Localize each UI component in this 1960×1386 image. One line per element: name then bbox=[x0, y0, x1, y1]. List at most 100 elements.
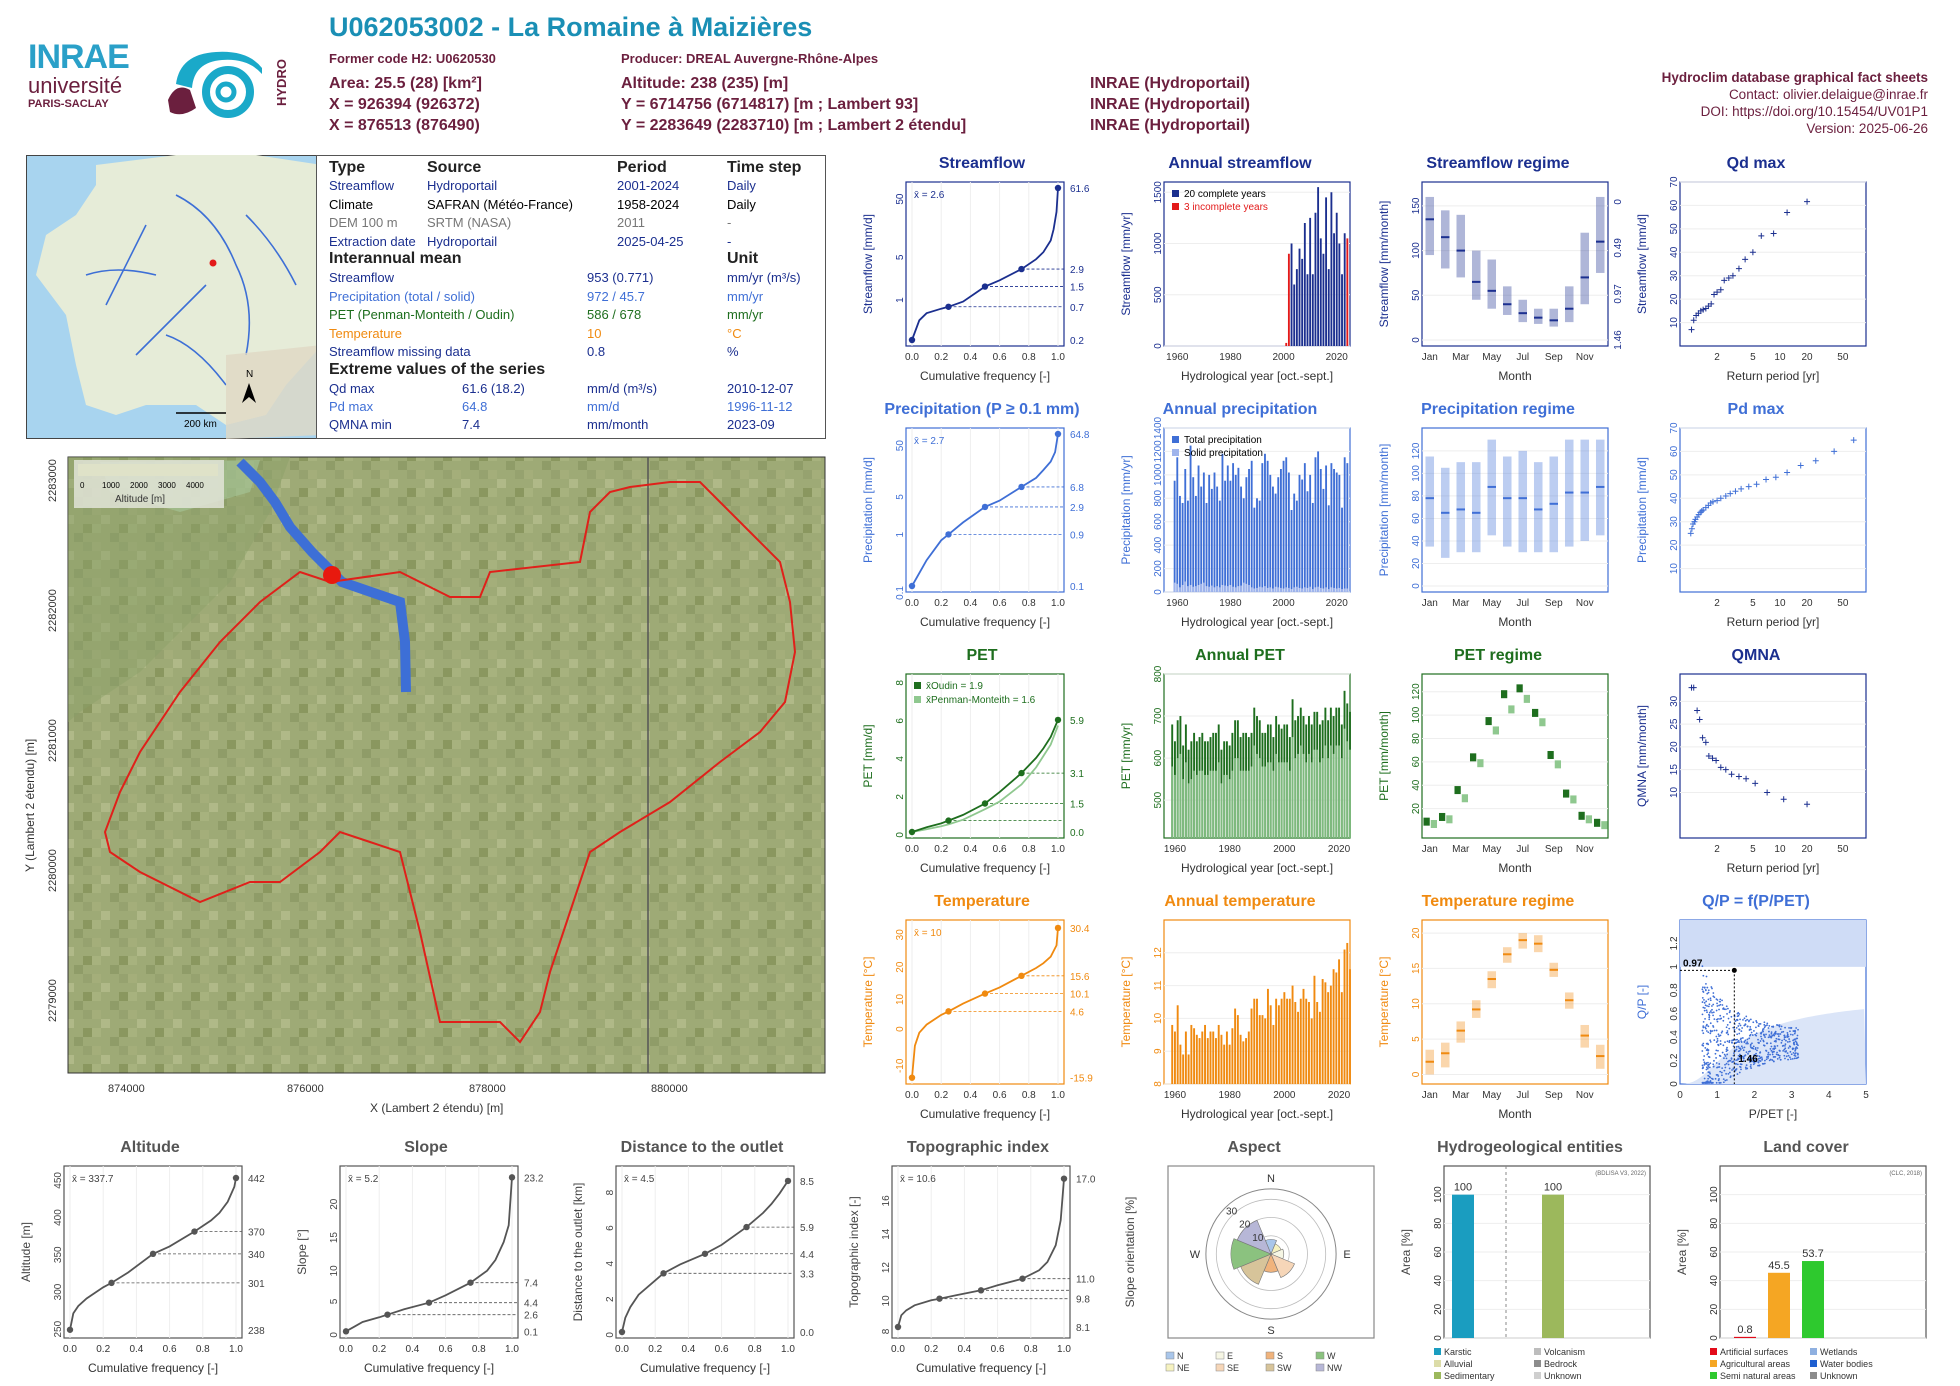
obs-point bbox=[1706, 1067, 1709, 1070]
right-value-label: 61.6 bbox=[1070, 184, 1090, 195]
obs-point bbox=[1760, 1056, 1763, 1059]
obs-point bbox=[1707, 1005, 1710, 1008]
obs-point bbox=[1711, 1030, 1714, 1032]
quantile-point bbox=[1019, 1275, 1026, 1282]
bar bbox=[1301, 258, 1304, 346]
quantile-point bbox=[743, 1223, 750, 1231]
obs-point bbox=[1748, 1019, 1751, 1022]
obs-point bbox=[1736, 1063, 1739, 1066]
obs-point bbox=[1718, 1008, 1720, 1011]
obs-point bbox=[1748, 1037, 1751, 1040]
obs-point bbox=[1738, 1022, 1741, 1025]
bar bbox=[1274, 493, 1277, 592]
chart-title: Qd max bbox=[1727, 155, 1786, 172]
right-value-label: 238 bbox=[248, 1326, 265, 1337]
legend-swatch bbox=[1172, 190, 1179, 197]
obs-point bbox=[1726, 1049, 1729, 1052]
legend-label: SW bbox=[1277, 1363, 1292, 1373]
y-tick-label: 10 bbox=[1669, 786, 1680, 798]
obs-point bbox=[1728, 1011, 1731, 1014]
obs-point bbox=[1758, 1055, 1761, 1058]
data-point bbox=[1763, 476, 1770, 483]
svg-text:2279000: 2279000 bbox=[47, 979, 59, 1022]
x-tick-label: 1.0 bbox=[1051, 844, 1065, 855]
y-tick-label: 20 bbox=[1669, 293, 1680, 305]
bar-2 bbox=[1258, 758, 1261, 838]
obs-point bbox=[1727, 1063, 1730, 1066]
x-tick-label: 1.0 bbox=[1057, 1344, 1071, 1355]
legend-label: Sedimentary bbox=[1444, 1371, 1495, 1381]
obs-point bbox=[1713, 1029, 1716, 1032]
legend-label: Solid precipitation bbox=[1184, 448, 1263, 459]
legend-label: Water bodies bbox=[1820, 1359, 1873, 1369]
obs-point bbox=[1783, 1036, 1786, 1039]
obs-point bbox=[1740, 1037, 1743, 1040]
bar-2 bbox=[1209, 770, 1212, 838]
obs-point bbox=[1727, 1072, 1730, 1075]
obs-point bbox=[1763, 1044, 1766, 1047]
y-tick-label: 80 bbox=[1411, 490, 1422, 502]
obs-point bbox=[1761, 1029, 1764, 1032]
x-tick-label: 50 bbox=[1837, 598, 1849, 609]
svg-text:2281000: 2281000 bbox=[47, 719, 59, 762]
obs-point bbox=[1724, 1063, 1726, 1066]
legend-label: Total precipitation bbox=[1184, 435, 1262, 446]
x-tick-label: 0.0 bbox=[339, 1344, 353, 1355]
plot-area bbox=[1421, 427, 1609, 593]
obs-point bbox=[1719, 1034, 1722, 1037]
chart-qmna: QMNA Return period [yr] QMNA [mm/month] 10 1… bbox=[1635, 647, 1867, 875]
month-tick-label: Nov bbox=[1576, 598, 1594, 609]
bar-2 bbox=[1182, 779, 1185, 838]
data-point bbox=[1717, 764, 1724, 771]
bar bbox=[1179, 1044, 1182, 1084]
x-lambert2: X = 876513 (876490) bbox=[329, 117, 480, 134]
bar bbox=[1298, 474, 1301, 592]
x-tick-label: 1.0 bbox=[229, 1344, 243, 1355]
bar bbox=[1205, 502, 1208, 592]
right-value-label: 17.0 bbox=[1076, 1175, 1096, 1186]
bar bbox=[1242, 498, 1245, 592]
factsheet-doi[interactable]: DOI: https://doi.org/10.15454/UV01P1 bbox=[1700, 104, 1928, 119]
svg-text:878000: 878000 bbox=[469, 1083, 506, 1095]
plot-area bbox=[1421, 673, 1609, 839]
obs-point bbox=[1739, 1055, 1742, 1057]
info-table: Type Source Period Time step Streamflow Hydro… bbox=[316, 155, 826, 439]
bar-2 bbox=[1332, 753, 1335, 838]
x-tick-label: 20 bbox=[1801, 352, 1813, 363]
data-point bbox=[1804, 801, 1811, 808]
x-tick-label: 10 bbox=[1774, 598, 1786, 609]
bar-value-label: 100 bbox=[1544, 1182, 1562, 1194]
bar bbox=[1287, 253, 1290, 346]
y-tick-label: 200 bbox=[1153, 560, 1164, 577]
bar-solid bbox=[1319, 587, 1322, 592]
obs-point bbox=[1709, 1032, 1712, 1035]
obs-point bbox=[1764, 1024, 1767, 1027]
chart-land_cover: Land cover Area [%] 0 20 40 60 80 100 0.8 45.5 53.… bbox=[1675, 1139, 1927, 1381]
right-value-label: 442 bbox=[248, 1174, 265, 1185]
y-tick-label: 1400 bbox=[1153, 416, 1164, 439]
extreme-value: 61.6 (18.2) bbox=[462, 380, 525, 396]
chart-title: Annual streamflow bbox=[1168, 155, 1312, 172]
obs-point bbox=[1742, 1059, 1745, 1062]
factsheet-info: Hydroclim database graphical fact sheets… bbox=[1662, 69, 1928, 137]
y-tick-label: 0 bbox=[1411, 583, 1422, 589]
svg-text:3000: 3000 bbox=[158, 481, 176, 490]
factsheet-contact[interactable]: Contact: olivier.delaigue@inrae.fr bbox=[1728, 87, 1928, 102]
data-point bbox=[1812, 457, 1819, 464]
bar bbox=[1182, 1054, 1185, 1084]
obs-point bbox=[1761, 1062, 1764, 1065]
right-value-label: 1.5 bbox=[1070, 283, 1084, 294]
obs-point bbox=[1726, 1024, 1729, 1026]
series-line bbox=[911, 433, 1059, 587]
bar-solid bbox=[1295, 586, 1298, 592]
bar-solid bbox=[1179, 587, 1181, 592]
bar-2 bbox=[1261, 766, 1264, 838]
obs-point bbox=[1703, 1055, 1706, 1057]
obs-point bbox=[1736, 1073, 1739, 1075]
data-point bbox=[1717, 495, 1724, 502]
right-value-label: 3.3 bbox=[800, 1269, 814, 1280]
header-source: Source bbox=[427, 159, 482, 176]
box-oudin bbox=[1531, 708, 1539, 717]
right-axis-label: 0.97 bbox=[1613, 284, 1622, 304]
x-tick-label: 0.2 bbox=[934, 352, 948, 363]
